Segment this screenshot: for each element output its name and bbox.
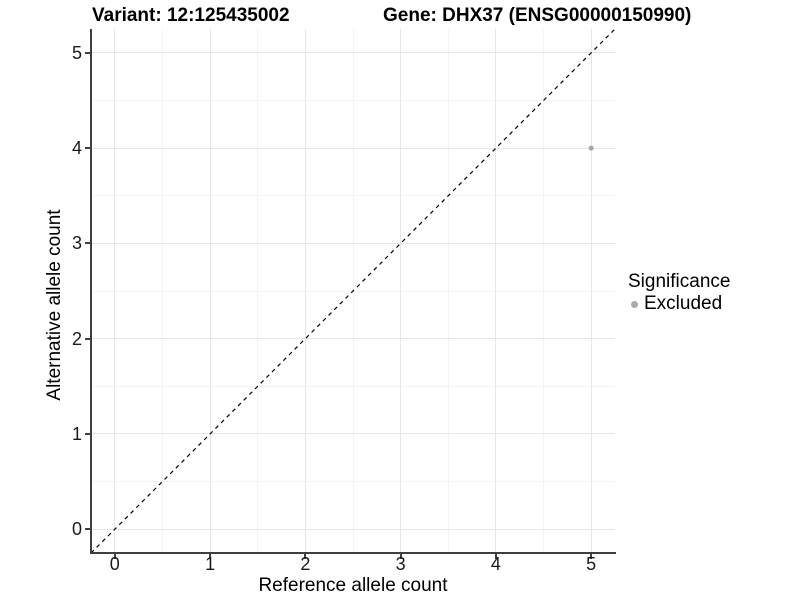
gridline	[495, 29, 497, 553]
gridline	[400, 29, 402, 553]
data-point	[588, 145, 594, 151]
tick x	[494, 554, 497, 559]
gridline	[91, 99, 615, 101]
x-axis-title: Reference allele count	[258, 575, 448, 596]
gridline	[91, 242, 615, 244]
gridline	[91, 385, 615, 387]
x-tick-label: 4	[490, 554, 501, 574]
y-tick-label: 4	[71, 138, 82, 159]
x-axis-line	[90, 552, 616, 554]
y-axis-line	[90, 29, 92, 554]
gridline	[91, 528, 615, 530]
gridline	[91, 147, 615, 149]
y-tick-label: 5	[71, 42, 82, 63]
plot-title-variant: Variant: 12:125435002	[92, 5, 290, 26]
x-tick-label: 0	[109, 554, 120, 574]
y-tick-label: 2	[71, 328, 82, 349]
gridline	[91, 338, 615, 340]
y-tick-label: 0	[71, 519, 82, 540]
gridline	[91, 433, 615, 435]
plot-panel	[91, 29, 615, 553]
plot-title-gene: Gene: DHX37 (ENSG00000150990)	[383, 5, 692, 26]
legend-point-icon	[631, 300, 638, 308]
x-tick-label: 1	[205, 554, 216, 574]
gridline	[91, 195, 615, 197]
tick x	[304, 554, 307, 559]
tick y	[85, 242, 90, 245]
x-tick-label: 2	[300, 554, 311, 574]
panel-overlay	[91, 29, 615, 553]
y-tick-label: 1	[71, 423, 82, 444]
legend-item-excluded: Excluded	[628, 293, 730, 315]
gridline	[590, 29, 592, 553]
gridline	[209, 29, 211, 553]
tick y	[85, 147, 90, 150]
tick x	[113, 554, 116, 559]
tick x	[209, 554, 212, 559]
y-axis-title: Alternative allele count	[44, 209, 65, 401]
y-tick-label: 3	[71, 233, 82, 254]
tick x	[399, 554, 402, 559]
gridline	[91, 481, 615, 483]
identity-dashed-line	[91, 29, 615, 553]
gridline	[114, 29, 116, 553]
legend-title: Significance	[628, 271, 731, 292]
tick x	[590, 554, 593, 559]
x-tick-label: 3	[395, 554, 406, 574]
gridline	[304, 29, 306, 553]
legend-item-label: Excluded	[644, 293, 723, 314]
x-tick-label: 5	[586, 554, 597, 574]
tick y	[85, 432, 90, 435]
gridline	[91, 52, 615, 54]
tick y	[85, 528, 90, 531]
legend: Significance Excluded	[628, 271, 730, 315]
tick y	[85, 51, 90, 54]
tick y	[85, 337, 90, 340]
